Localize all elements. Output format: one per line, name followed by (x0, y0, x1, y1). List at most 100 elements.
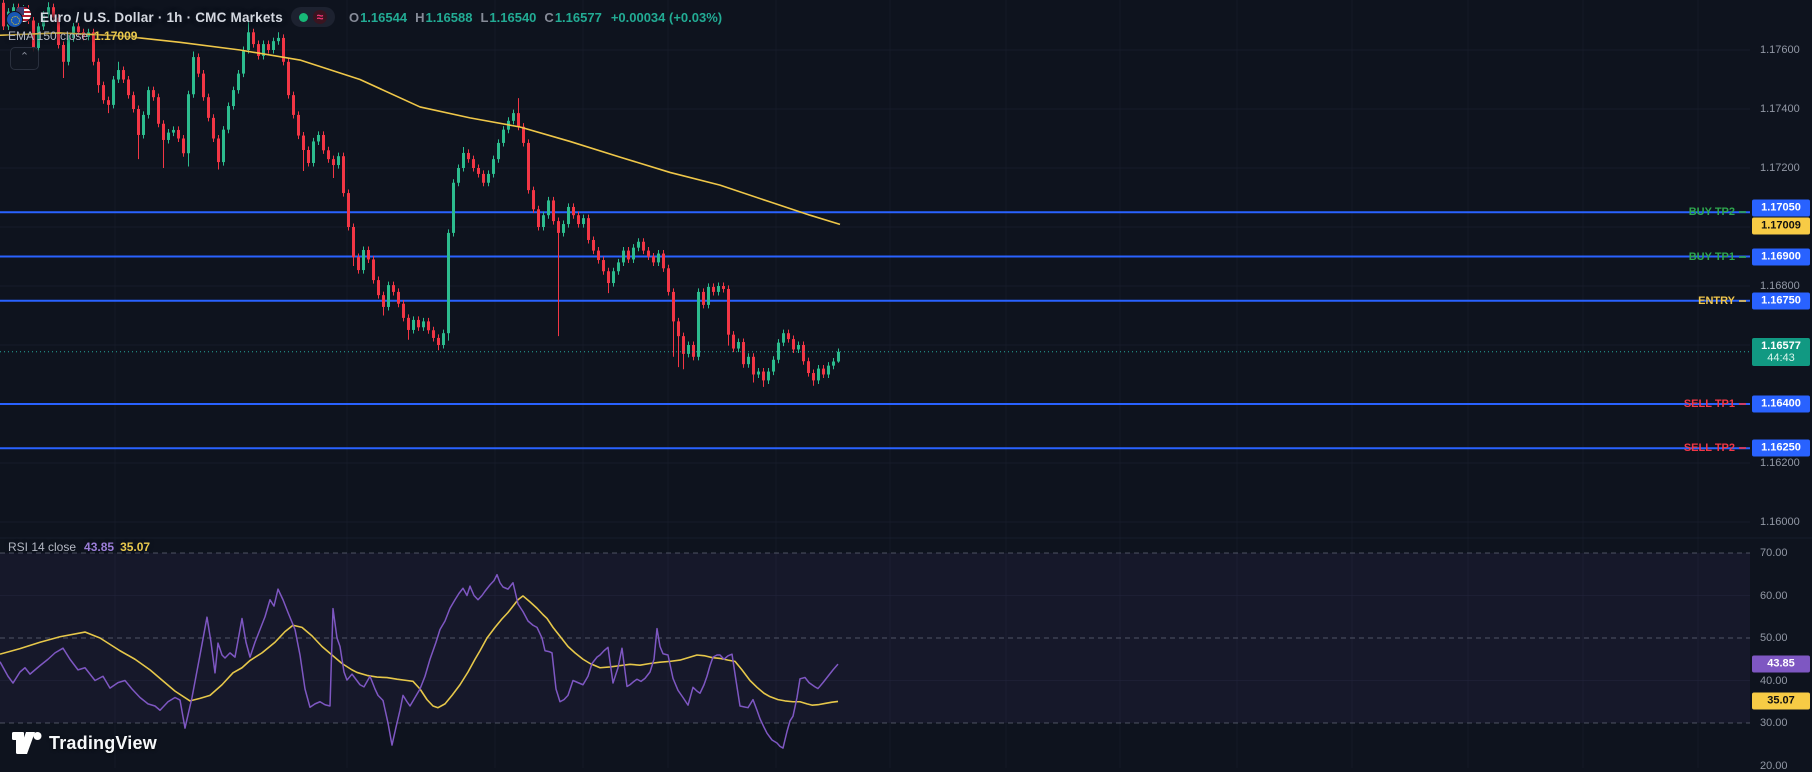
sell-tp2-price-box: 1.16250 (1752, 439, 1810, 457)
ema-legend-value: 1.17009 (94, 29, 138, 43)
ema-legend-title: EMA 150 close (8, 29, 89, 43)
candle (497, 142, 500, 160)
open-label: O (348, 9, 360, 25)
candle (577, 215, 580, 225)
candle (197, 57, 200, 74)
candle (517, 113, 520, 127)
candle (447, 232, 450, 334)
candle (457, 168, 460, 183)
candle (542, 215, 545, 227)
candle (702, 291, 705, 305)
rsi-axis-label: 30.00 (1760, 717, 1788, 729)
last-price-countdown-box: 1.16577 44:43 (1752, 337, 1810, 366)
candle (242, 50, 245, 74)
candle (47, 7, 50, 15)
candle (407, 317, 410, 330)
candle (747, 356, 750, 365)
candle (687, 345, 690, 354)
candle (157, 97, 160, 124)
candle (12, 7, 15, 12)
candle (672, 291, 675, 322)
trade-level-lines[interactable] (0, 211, 1750, 450)
candle (272, 41, 275, 50)
candle (422, 321, 425, 328)
candle (477, 168, 480, 174)
candle (662, 253, 665, 269)
candle (312, 141, 315, 163)
rsi-axis-label: 60.00 (1760, 589, 1788, 602)
level-tick-icon (1739, 211, 1746, 214)
candle (372, 259, 375, 281)
market-open-dot-icon (298, 12, 308, 22)
candle (602, 260, 605, 272)
level-label-sell-tp1[interactable]: SELL TP1 (1684, 398, 1746, 410)
level-label-sell-tp2[interactable]: SELL TP2 (1684, 442, 1746, 454)
level-label-entry[interactable]: ENTRY (1698, 295, 1746, 307)
candle (267, 44, 270, 50)
candle (57, 17, 60, 45)
candle (2, 2, 5, 27)
candle (332, 159, 335, 166)
candle (707, 286, 710, 305)
candlestick-series (2, 0, 840, 387)
candle (202, 73, 205, 98)
candle (692, 345, 695, 357)
candle (402, 303, 405, 318)
candle (172, 129, 175, 133)
level-label-buy-tp2[interactable]: BUY TP2 (1689, 206, 1746, 218)
candle (62, 44, 65, 62)
level-label-buy-tp1[interactable]: BUY TP1 (1689, 251, 1746, 263)
candle (392, 285, 395, 292)
candle (212, 117, 215, 139)
candle (502, 129, 505, 143)
chevron-up-icon: ⌃ (19, 51, 30, 63)
price-axis-label: 1.16000 (1760, 516, 1800, 528)
candle (327, 150, 330, 160)
candle (302, 135, 305, 151)
candle (467, 152, 470, 160)
candle (237, 73, 240, 91)
candle (522, 126, 525, 143)
candle (792, 339, 795, 350)
tradingview-logo[interactable]: TradingView (12, 732, 157, 754)
candle (72, 26, 75, 39)
collapse-legend-button[interactable]: ⌃ (10, 47, 39, 70)
market-status-pill[interactable]: ≈ (290, 7, 335, 27)
candle (352, 227, 355, 258)
candle (617, 262, 620, 272)
candle (642, 241, 645, 251)
close-label: C (544, 9, 554, 25)
level-tick-icon (1739, 299, 1746, 302)
candle (697, 291, 700, 357)
candle (107, 100, 110, 105)
candle (367, 250, 370, 260)
candle (102, 85, 105, 101)
candle (537, 209, 540, 227)
candle (777, 342, 780, 360)
candle (92, 32, 95, 62)
rsi-axis-label: 40.00 (1760, 674, 1788, 687)
candle (77, 26, 80, 33)
ema-legend[interactable]: EMA 150 close 1.17009 (8, 29, 137, 43)
rsi-ma-value-box: 35.07 (1752, 692, 1810, 710)
symbol-title[interactable]: Euro / U.S. Dollar · 1h · CMC Markets (40, 9, 283, 25)
candle (292, 95, 295, 115)
candle (682, 336, 685, 354)
candle (322, 134, 325, 151)
candle (627, 250, 630, 260)
candle (827, 365, 830, 375)
eu-flag-icon (6, 11, 23, 28)
candle (587, 218, 590, 240)
candle (417, 319, 420, 328)
last-price-value: 1.16577 (1761, 339, 1801, 352)
candle (282, 37, 285, 62)
candle (377, 280, 380, 296)
candle (137, 109, 140, 135)
candle (67, 38, 70, 62)
ohlc-readout: O1.16544 H1.16588 L1.16540 C1.16577 +0.0… (349, 10, 722, 25)
rsi-legend[interactable]: RSI 14 close 43.85 35.07 (8, 540, 150, 554)
candle (412, 319, 415, 330)
candle (252, 32, 255, 45)
